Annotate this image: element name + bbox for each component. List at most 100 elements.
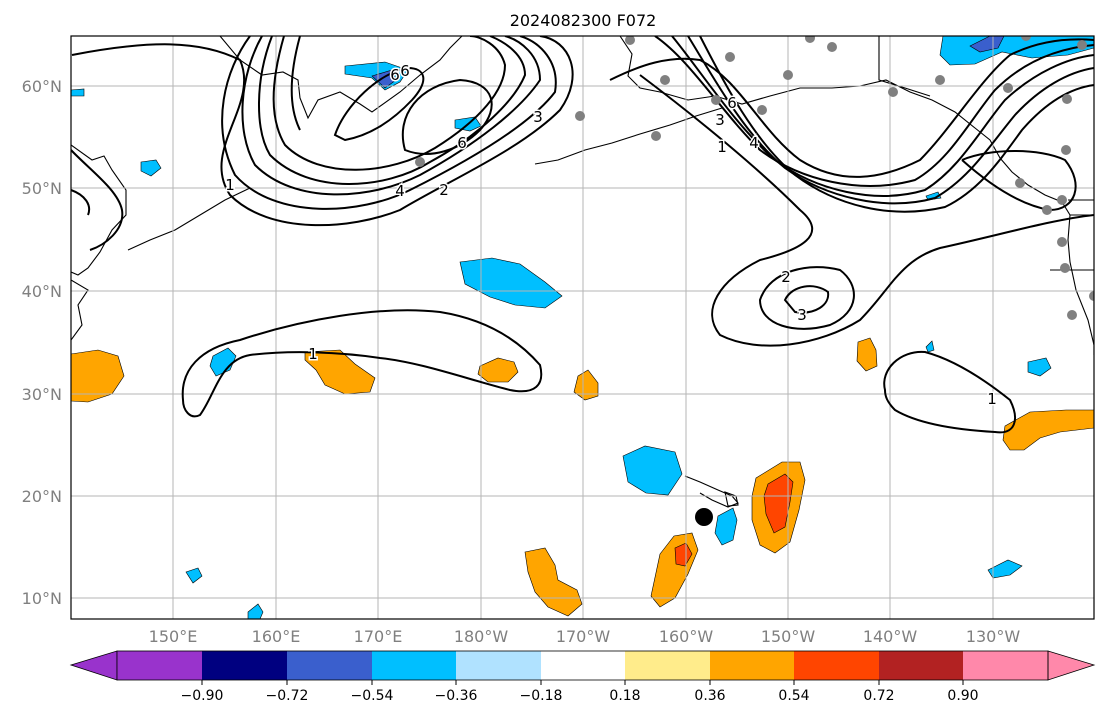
coast-kamchatka xyxy=(71,144,127,276)
coast-aleutians-west xyxy=(127,187,251,251)
contour-line xyxy=(671,36,1094,197)
shade-positive xyxy=(1002,409,1094,451)
colorbar-tick-label: −0.36 xyxy=(435,688,478,704)
shade-negative xyxy=(71,88,85,97)
station-dot xyxy=(1057,237,1067,247)
station-dot xyxy=(660,75,670,85)
shade-negative xyxy=(140,159,162,177)
contour-label: 3 xyxy=(797,306,807,324)
colorbar-segment xyxy=(625,651,710,680)
contour-line xyxy=(290,36,301,131)
contour-label: 4 xyxy=(395,182,405,200)
lat-label: 50°N xyxy=(22,179,62,198)
lat-label: 40°N xyxy=(22,282,62,301)
contour-line xyxy=(699,36,1094,213)
colorbar-tick-label: 0.90 xyxy=(947,688,978,704)
station-markers xyxy=(415,36,1094,320)
coast-asia-east xyxy=(71,279,89,341)
contour-line xyxy=(758,266,855,330)
station-dot xyxy=(625,36,635,45)
station-dot xyxy=(757,105,767,115)
contour-line xyxy=(71,189,90,216)
shade-positive xyxy=(573,369,599,401)
latitude-labels: 60°N 50°N 40°N 30°N 20°N 10°N xyxy=(22,77,62,608)
contour-label: 3 xyxy=(533,108,543,126)
shade-negative xyxy=(209,347,237,377)
station-dot xyxy=(1089,291,1094,301)
shaded-anomaly-layer xyxy=(71,36,1094,619)
station-dot xyxy=(415,157,425,167)
station-dot xyxy=(1060,263,1070,273)
contour-label: 2 xyxy=(439,181,449,199)
contour-label: 4 xyxy=(749,134,759,152)
longitude-labels: 150°E 160°E 170°E 180°W 170°W 160°W 150°… xyxy=(149,627,1021,646)
colorbar-extend-high xyxy=(1047,650,1096,681)
colorbar-segment xyxy=(287,651,372,680)
lat-label: 60°N xyxy=(22,77,62,96)
coastlines xyxy=(71,36,1094,508)
lon-label: 170°W xyxy=(556,627,611,646)
shade-negative xyxy=(714,507,738,546)
station-dot xyxy=(725,52,735,62)
colorbar-segment xyxy=(202,651,287,680)
contour-lines xyxy=(71,36,1094,434)
shade-negative xyxy=(247,603,264,619)
colorbar-tick-label: −0.72 xyxy=(266,688,309,704)
coast-alaska-west xyxy=(619,36,1001,159)
contour-label: 1 xyxy=(225,176,235,194)
contour-line xyxy=(687,36,1094,205)
contour-label: 6 xyxy=(400,62,410,80)
colorbar-frame xyxy=(116,650,1049,681)
station-dot xyxy=(1061,145,1071,155)
colorbar-tick-label: 0.72 xyxy=(863,688,894,704)
colorbar-tick-label: −0.18 xyxy=(520,688,563,704)
shade-negative xyxy=(622,445,683,496)
station-dot xyxy=(1003,83,1013,93)
contour-labels: 6 6 3 6 4 2 1 3 6 4 1 2 3 1 1 xyxy=(224,61,999,410)
station-dot xyxy=(1042,205,1052,215)
lat-label: 30°N xyxy=(22,385,62,404)
contour-line xyxy=(272,36,507,171)
colorbar-tick-label: −0.90 xyxy=(181,688,224,704)
lon-label: 160°W xyxy=(659,627,714,646)
contour-label: 6 xyxy=(457,134,467,152)
station-dot xyxy=(827,42,837,52)
contour-line xyxy=(71,149,124,251)
lat-label: 20°N xyxy=(22,487,62,506)
colorbar-tick-label: 0.54 xyxy=(778,688,809,704)
contour-label: 3 xyxy=(715,111,725,129)
shade-negative xyxy=(969,36,1005,53)
lon-label: 130°W xyxy=(966,627,1021,646)
station-dot xyxy=(575,111,585,121)
contour-line xyxy=(639,74,1094,347)
station-dot xyxy=(783,70,793,80)
contour-label: 1 xyxy=(987,390,997,408)
shade-negative xyxy=(185,567,203,584)
contour-label: 1 xyxy=(717,138,727,156)
contour-line xyxy=(401,78,493,155)
shade-negative xyxy=(925,340,935,353)
contour-label: 1 xyxy=(308,345,318,363)
storm-center-marker xyxy=(695,508,713,526)
lon-label: 170°E xyxy=(354,627,403,646)
colorbar-segment xyxy=(963,651,1048,680)
map-frame xyxy=(70,35,1095,620)
coast-aleutians xyxy=(534,107,723,165)
contour-line xyxy=(181,309,543,418)
colorbar-segment xyxy=(879,651,963,680)
shade-negative xyxy=(987,559,1023,579)
contour-line xyxy=(241,36,542,196)
coast-chukotka-siberia xyxy=(219,36,463,120)
station-dot xyxy=(1057,195,1067,205)
contour-line xyxy=(333,66,425,142)
contour-line xyxy=(71,36,574,227)
contour-line xyxy=(783,285,830,314)
lon-label: 180°W xyxy=(454,627,509,646)
colorbar-segment xyxy=(372,651,456,680)
shade-positive xyxy=(477,357,519,383)
colorbar-segment xyxy=(710,651,794,680)
colorbar-tick-label: 0.36 xyxy=(694,688,725,704)
coast-canada-border xyxy=(878,36,931,97)
station-dot xyxy=(1067,310,1077,320)
colorbar-extend-low xyxy=(69,650,118,681)
